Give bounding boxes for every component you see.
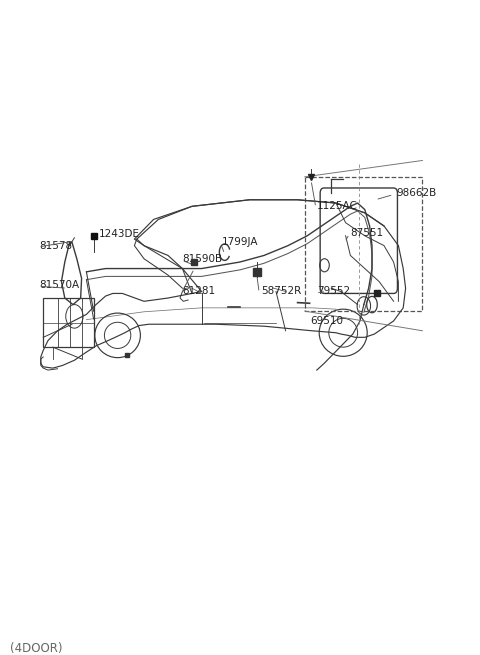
Text: 81281: 81281 xyxy=(182,286,216,297)
Text: 81590B: 81590B xyxy=(182,253,223,264)
Text: 1125AC: 1125AC xyxy=(317,201,358,212)
Text: 1799JA: 1799JA xyxy=(222,237,258,248)
Text: 58752R: 58752R xyxy=(262,286,302,297)
Text: 1243DE: 1243DE xyxy=(98,229,139,240)
Text: (4DOOR): (4DOOR) xyxy=(10,642,62,655)
Text: 81570A: 81570A xyxy=(39,280,80,290)
Text: 81578: 81578 xyxy=(39,240,72,251)
Text: 69510: 69510 xyxy=(310,316,343,326)
Bar xyxy=(305,177,422,311)
Text: 98662B: 98662B xyxy=(396,188,436,198)
Text: 79552: 79552 xyxy=(317,286,350,297)
Text: 87551: 87551 xyxy=(350,227,384,238)
Bar xyxy=(43,298,94,347)
